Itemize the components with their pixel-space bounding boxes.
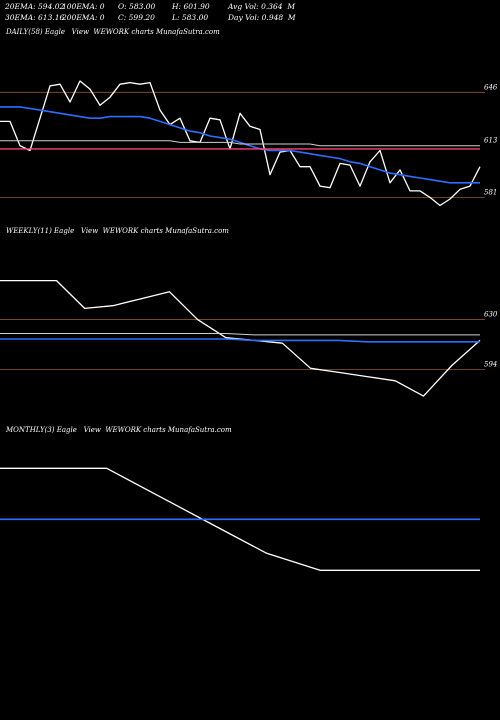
daily-ema-fast-line (0, 106, 480, 184)
header-low: L: 583.00 (172, 13, 209, 22)
monthly-price-line (0, 467, 480, 571)
header-high: H: 601.90 (172, 2, 210, 11)
monthly-panel-label: MONTHLY(3) Eagle View WEWORK charts Muna… (6, 426, 232, 434)
weekly-y-tick-label: 630 (484, 311, 498, 319)
daily-panel-label: DAILY(58) Eagle View WEWORK charts Munaf… (6, 28, 220, 36)
header-ema20: 20EMA: 594.02 (5, 2, 65, 11)
header-ema200: 200EMA: 0 (62, 13, 105, 22)
weekly-y-tick-label: 594 (484, 361, 497, 369)
daily-chart: 646 613 581 (0, 80, 498, 207)
daily-y-tick-label: 613 (484, 137, 498, 145)
header-avg-vol: Avg Vol: 0.364 M (228, 2, 296, 11)
daily-price-line (0, 80, 481, 207)
header-ema30: 30EMA: 613.16 (5, 13, 65, 22)
weekly-ema-slow-line (0, 333, 480, 336)
daily-y-tick-label: 581 (484, 188, 497, 196)
daily-y-tick-label: 646 (484, 83, 498, 91)
header-open: O: 583.00 (118, 2, 156, 11)
weekly-chart: 630 594 (0, 279, 498, 397)
header-ema100: 100EMA: 0 (62, 2, 105, 11)
weekly-ema-fast-line (0, 338, 480, 343)
header-day-vol: Day Vol: 0.948 M (228, 13, 296, 22)
monthly-chart (0, 467, 480, 571)
weekly-panel-label: WEEKLY(11) Eagle View WEWORK charts Muna… (6, 227, 229, 235)
daily-ema-slow-line (0, 140, 480, 147)
header-close: C: 599.20 (118, 13, 155, 22)
